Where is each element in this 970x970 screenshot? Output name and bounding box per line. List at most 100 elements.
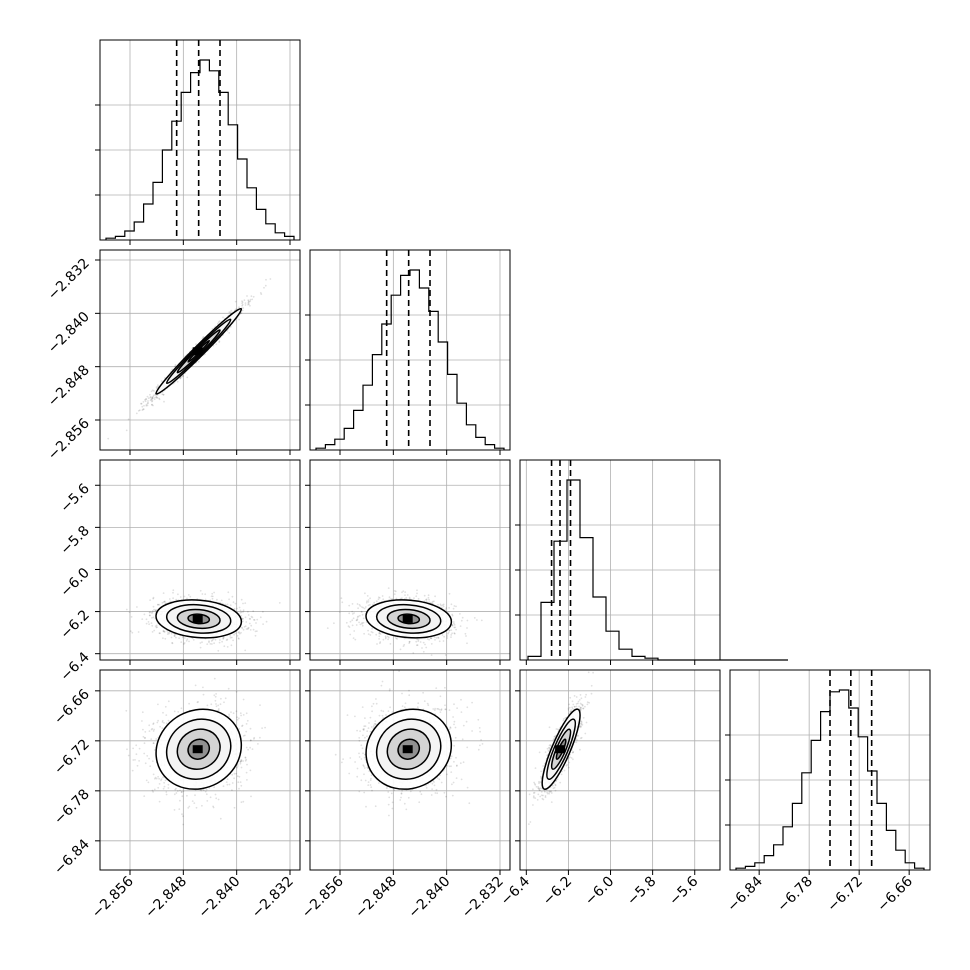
sample-point: [164, 602, 167, 605]
sample-point: [363, 632, 365, 635]
sample-point: [158, 398, 161, 401]
sample-point: [168, 598, 171, 600]
sample-point: [160, 380, 163, 382]
sample-point: [131, 631, 134, 634]
sample-point: [253, 618, 255, 621]
sample-point: [183, 643, 185, 645]
sample-point: [162, 630, 165, 633]
sample-point: [164, 637, 167, 640]
sample-point: [230, 309, 233, 312]
sample-point: [269, 278, 272, 280]
sample-point: [480, 619, 483, 622]
sample-point: [372, 603, 374, 606]
sample-point: [378, 632, 381, 635]
sample-point: [404, 591, 407, 593]
sample-point: [426, 638, 429, 640]
sample-point: [127, 418, 130, 421]
sample-point: [366, 595, 369, 597]
sample-point: [221, 640, 224, 643]
sample-point: [425, 598, 428, 601]
sample-point: [447, 632, 449, 635]
sample-point: [359, 623, 362, 626]
sample-point: [177, 593, 179, 596]
sample-point: [175, 792, 178, 794]
sample-point: [241, 304, 244, 307]
sample-point: [245, 712, 248, 715]
sample-point: [249, 618, 252, 620]
sample-point: [152, 395, 155, 398]
sample-point: [381, 595, 384, 597]
sample-point: [229, 326, 232, 328]
sample-point: [149, 611, 152, 614]
sample-point: [433, 636, 436, 638]
sample-point: [404, 594, 406, 596]
sample-point: [215, 693, 218, 695]
sample-point: [151, 389, 154, 392]
sample-point: [143, 613, 146, 616]
sample-point: [242, 307, 245, 309]
sample-point: [140, 402, 143, 405]
sample-point: [240, 614, 243, 617]
sample-point: [450, 629, 453, 631]
sample-point: [148, 623, 151, 626]
sample-point: [455, 605, 457, 608]
sample-point: [416, 644, 419, 646]
sample-point: [422, 641, 425, 644]
sample-point: [154, 609, 157, 612]
sample-point: [149, 396, 152, 399]
sample-point: [145, 398, 148, 401]
sample-point: [444, 608, 446, 611]
sample-point: [150, 398, 153, 400]
sample-point: [155, 624, 158, 627]
sample-point: [366, 600, 368, 603]
sample-point: [249, 739, 252, 742]
sample-point: [174, 364, 177, 366]
sample-point: [220, 697, 222, 700]
sample-point: [241, 300, 243, 302]
sample-point: [138, 747, 141, 750]
sample-point: [377, 598, 380, 601]
sample-point: [223, 645, 226, 648]
sample-point: [204, 593, 207, 596]
sample-point: [180, 791, 183, 793]
sample-point: [278, 602, 281, 604]
sample-point: [389, 598, 392, 600]
sample-point: [170, 636, 173, 639]
sample-point: [415, 595, 418, 598]
sample-point: [461, 616, 464, 619]
sample-point: [211, 597, 214, 600]
sample-point: [149, 599, 152, 601]
sample-point: [358, 621, 360, 624]
sample-point: [242, 620, 244, 623]
sample-point: [125, 608, 128, 611]
sample-point: [240, 759, 242, 762]
sample-point: [131, 769, 134, 772]
sample-point: [107, 437, 110, 440]
sample-point: [256, 630, 258, 632]
sample-point: [453, 624, 456, 626]
sample-point: [419, 641, 422, 643]
sample-point: [146, 395, 149, 398]
sample-point: [247, 302, 250, 305]
sample-point: [233, 633, 236, 636]
sample-point: [233, 806, 236, 809]
sample-point: [355, 624, 358, 626]
sample-point: [247, 614, 250, 616]
sample-point: [259, 616, 262, 619]
sample-point: [244, 616, 247, 619]
sample-point: [446, 635, 449, 637]
sample-point: [204, 598, 207, 601]
sample-point: [370, 631, 373, 633]
sample-point: [242, 602, 244, 605]
sample-point: [217, 321, 220, 324]
sample-point: [451, 614, 454, 617]
sample-point: [222, 316, 224, 319]
sample-point: [162, 393, 165, 396]
sample-point: [213, 694, 216, 697]
sample-point: [236, 635, 239, 637]
sample-point: [155, 396, 158, 399]
sample-point: [142, 408, 145, 411]
sample-point: [229, 311, 232, 314]
sample-point: [241, 302, 244, 305]
sample-point: [162, 629, 165, 632]
